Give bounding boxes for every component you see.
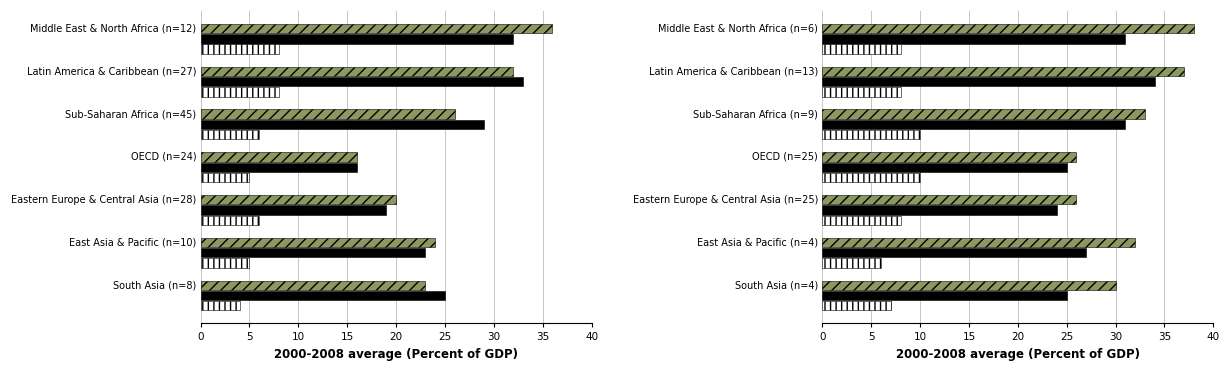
X-axis label: 2000-2008 average (Percent of GDP): 2000-2008 average (Percent of GDP): [275, 348, 518, 361]
Bar: [201, 173, 250, 182]
Bar: [201, 34, 513, 44]
Bar: [201, 291, 444, 300]
Bar: [201, 120, 484, 129]
Bar: [822, 24, 1194, 33]
Bar: [201, 87, 278, 97]
Bar: [822, 173, 920, 182]
Bar: [822, 238, 1135, 247]
Bar: [822, 34, 1125, 44]
X-axis label: 2000-2008 average (Percent of GDP): 2000-2008 average (Percent of GDP): [896, 348, 1140, 361]
Bar: [201, 67, 513, 76]
Bar: [201, 163, 357, 172]
Bar: [201, 24, 553, 33]
Bar: [201, 258, 250, 268]
Bar: [822, 45, 901, 54]
Bar: [201, 195, 396, 205]
Bar: [822, 163, 1067, 172]
Bar: [822, 77, 1155, 86]
Bar: [822, 280, 1115, 290]
Bar: [822, 152, 1076, 162]
Bar: [201, 130, 260, 140]
Bar: [822, 291, 1067, 300]
Bar: [201, 45, 278, 54]
Bar: [201, 280, 426, 290]
Bar: [822, 120, 1125, 129]
Bar: [822, 248, 1086, 257]
Bar: [201, 248, 426, 257]
Bar: [822, 130, 920, 140]
Bar: [822, 67, 1184, 76]
Bar: [201, 77, 523, 86]
Bar: [201, 205, 387, 215]
Bar: [822, 301, 891, 311]
Bar: [201, 109, 454, 119]
Bar: [822, 195, 1076, 205]
Bar: [822, 258, 881, 268]
Bar: [822, 87, 901, 97]
Bar: [822, 205, 1057, 215]
Bar: [201, 152, 357, 162]
Bar: [201, 215, 260, 225]
Bar: [822, 215, 901, 225]
Bar: [201, 301, 240, 311]
Bar: [822, 109, 1145, 119]
Bar: [201, 238, 435, 247]
